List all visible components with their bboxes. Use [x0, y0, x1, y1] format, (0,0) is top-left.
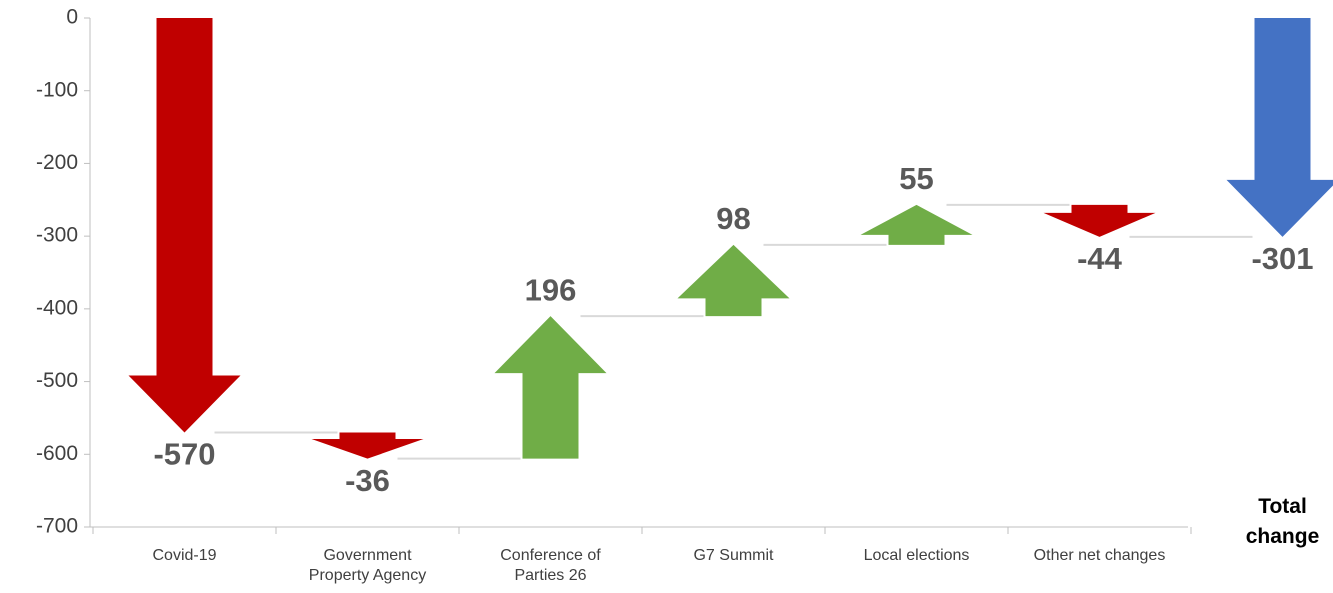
x-tick-label: Conference of Parties 26 [500, 547, 601, 584]
arrow [1043, 204, 1156, 237]
x-tick-label: Other net changes [1033, 547, 1166, 564]
y-tick-label: -600 [36, 442, 78, 465]
value-label: -570 [153, 437, 215, 472]
y-tick-label: -400 [36, 296, 78, 319]
arrow [1226, 18, 1333, 237]
y-tick-label: -100 [36, 78, 78, 101]
arrow [860, 204, 973, 245]
x-tick-label: Government Property Agency [308, 547, 427, 584]
value-label: -44 [1077, 241, 1123, 276]
arrow [128, 18, 241, 433]
x-tick-label: G7 Summit [693, 547, 774, 564]
value-label: -36 [345, 463, 390, 498]
y-tick-label: 0 [66, 6, 78, 29]
arrow [677, 244, 790, 317]
y-tick-label: -500 [36, 369, 78, 392]
y-tick-label: -300 [36, 224, 78, 247]
x-tick-label: Local elections [863, 547, 970, 564]
value-label: 98 [716, 201, 750, 236]
arrow [311, 432, 424, 459]
value-label: 55 [899, 161, 933, 196]
arrow [494, 316, 607, 459]
value-label: -301 [1251, 241, 1313, 276]
y-tick-label: -700 [36, 515, 78, 538]
value-label: 196 [525, 272, 577, 307]
total-label: Total change [1245, 495, 1320, 548]
x-tick-label: Covid-19 [152, 547, 217, 564]
y-tick-label: -200 [36, 151, 78, 174]
